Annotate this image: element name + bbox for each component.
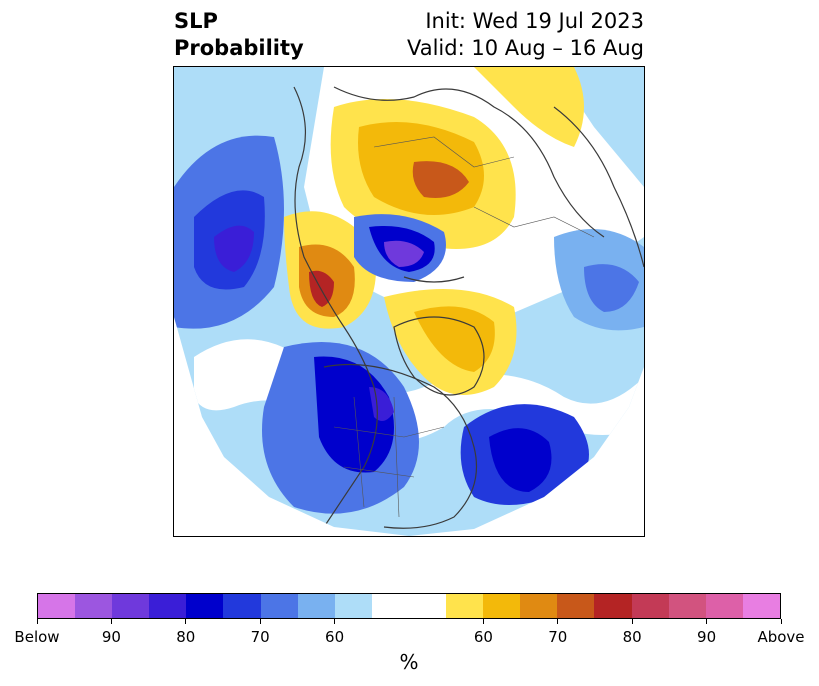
colorbar-segment bbox=[483, 594, 521, 618]
colorbar-tick-mark bbox=[780, 619, 782, 624]
above-60-area bbox=[474, 67, 584, 147]
colorbar-tick-label: 70 bbox=[250, 628, 270, 646]
colorbar-segment bbox=[260, 594, 298, 618]
map-title: SLP Probability bbox=[174, 8, 304, 62]
date-info: Init: Wed 19 Jul 2023 Valid: 10 Aug – 16… bbox=[407, 8, 644, 62]
colorbar-tick-mark bbox=[110, 619, 112, 624]
colorbar-tick-label: 60 bbox=[473, 628, 493, 646]
colorbar-tick-mark bbox=[482, 619, 484, 624]
colorbar-tick-mark bbox=[706, 619, 708, 624]
colorbar-segment bbox=[38, 594, 76, 618]
colorbar-unit-label: % bbox=[399, 650, 419, 674]
colorbar-segment bbox=[668, 594, 706, 618]
colorbar-segment bbox=[334, 594, 372, 618]
colorbar-segment bbox=[149, 594, 187, 618]
colorbar-tick-mark bbox=[259, 619, 261, 624]
colorbar-tick-mark bbox=[334, 619, 336, 624]
probability-map bbox=[174, 67, 644, 536]
below-90-area bbox=[214, 225, 254, 272]
colorbar-segment bbox=[446, 594, 484, 618]
colorbar-tick-label: 80 bbox=[176, 628, 196, 646]
colorbar-tick-label: 90 bbox=[101, 628, 121, 646]
colorbar-segment bbox=[594, 594, 632, 618]
colorbar-segment bbox=[186, 594, 224, 618]
colorbar-segment bbox=[631, 594, 669, 618]
colorbar-tick-label: 60 bbox=[325, 628, 345, 646]
colorbar-segment bbox=[408, 594, 447, 618]
colorbar-segment bbox=[223, 594, 261, 618]
below-70-area bbox=[584, 264, 639, 312]
colorbar-tick-label: 80 bbox=[622, 628, 642, 646]
colorbar-tick-label: Below bbox=[14, 628, 60, 646]
below-90-area bbox=[384, 240, 424, 267]
above-70-area bbox=[414, 306, 495, 372]
colorbar-tick-mark bbox=[631, 619, 633, 624]
coastlines bbox=[293, 86, 644, 529]
title-type: Probability bbox=[174, 36, 304, 60]
colorbar-tick-mark bbox=[36, 619, 38, 624]
colorbar-segment bbox=[75, 594, 113, 618]
colorbar-tick-mark bbox=[557, 619, 559, 624]
map-panel bbox=[173, 66, 645, 537]
title-variable: SLP bbox=[174, 9, 218, 33]
colorbar-segment bbox=[705, 594, 743, 618]
colorbar-tick-label: 90 bbox=[697, 628, 717, 646]
colorbar-tick-label: 70 bbox=[548, 628, 568, 646]
below-90-area bbox=[489, 428, 552, 492]
borders bbox=[333, 136, 595, 518]
valid-range: Valid: 10 Aug – 16 Aug bbox=[406, 36, 644, 60]
colorbar-tick-mark bbox=[185, 619, 187, 624]
colorbar bbox=[37, 593, 781, 619]
colorbar-segment bbox=[742, 594, 780, 618]
colorbar-segment bbox=[520, 594, 558, 618]
colorbar-tick-label: Above bbox=[757, 628, 805, 646]
colorbar-segment bbox=[297, 594, 335, 618]
colorbar-segment bbox=[371, 594, 409, 618]
above-80-area bbox=[412, 161, 469, 198]
init-date: Init: Wed 19 Jul 2023 bbox=[425, 9, 644, 33]
colorbar-segment bbox=[557, 594, 595, 618]
colorbar-segment bbox=[112, 594, 150, 618]
